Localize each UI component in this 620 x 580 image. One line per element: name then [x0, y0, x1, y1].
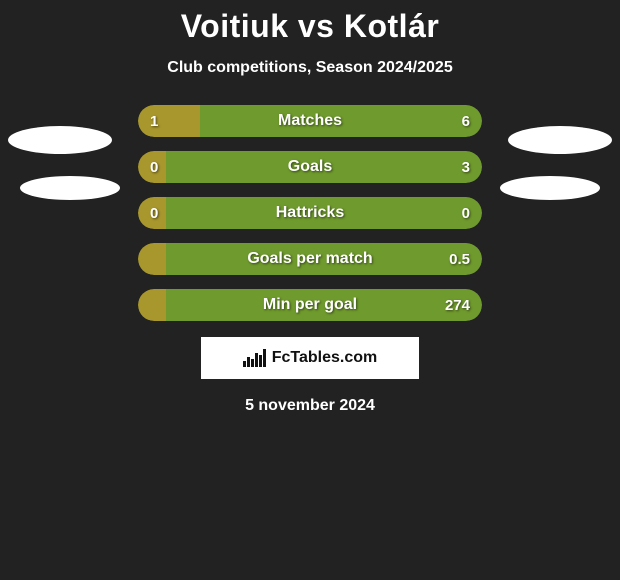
- stat-bar-right: [166, 289, 482, 321]
- stat-bar-left: [138, 243, 166, 275]
- stat-bar-left: [138, 105, 200, 137]
- stat-value-right: 274: [445, 289, 470, 321]
- stat-bar: 274 Min per goal: [138, 289, 482, 321]
- stat-bar-right: [166, 197, 482, 229]
- brand-text: FcTables.com: [272, 349, 378, 367]
- stat-value-right: 0: [462, 197, 470, 229]
- stat-bar-right: [166, 243, 482, 275]
- stat-value-left: 0: [150, 151, 158, 183]
- bar-chart-icon: [243, 349, 266, 367]
- stat-bar: 0 3 Goals: [138, 151, 482, 183]
- stat-bar-right: [166, 151, 482, 183]
- stat-row: 0 3 Goals: [0, 151, 620, 183]
- page-title: Voitiuk vs Kotlár: [0, 0, 620, 45]
- stats-container: 1 6 Matches 0 3 Goals 0 0 Hattricks: [0, 105, 620, 415]
- stat-value-right: 0.5: [449, 243, 470, 275]
- stat-bar-right: [200, 105, 482, 137]
- stat-bar: 0.5 Goals per match: [138, 243, 482, 275]
- stat-value-right: 3: [462, 151, 470, 183]
- stat-bar-left: [138, 289, 166, 321]
- stat-bar: 1 6 Matches: [138, 105, 482, 137]
- date-text: 5 november 2024: [0, 397, 620, 415]
- brand-box[interactable]: FcTables.com: [201, 337, 419, 379]
- stat-value-left: 0: [150, 197, 158, 229]
- stat-bar: 0 0 Hattricks: [138, 197, 482, 229]
- stat-value-left: 1: [150, 105, 158, 137]
- stat-row: 0 0 Hattricks: [0, 197, 620, 229]
- stat-value-right: 6: [462, 105, 470, 137]
- stat-row: 274 Min per goal: [0, 289, 620, 321]
- stat-row: 0.5 Goals per match: [0, 243, 620, 275]
- page-subtitle: Club competitions, Season 2024/2025: [0, 59, 620, 77]
- stat-row: 1 6 Matches: [0, 105, 620, 137]
